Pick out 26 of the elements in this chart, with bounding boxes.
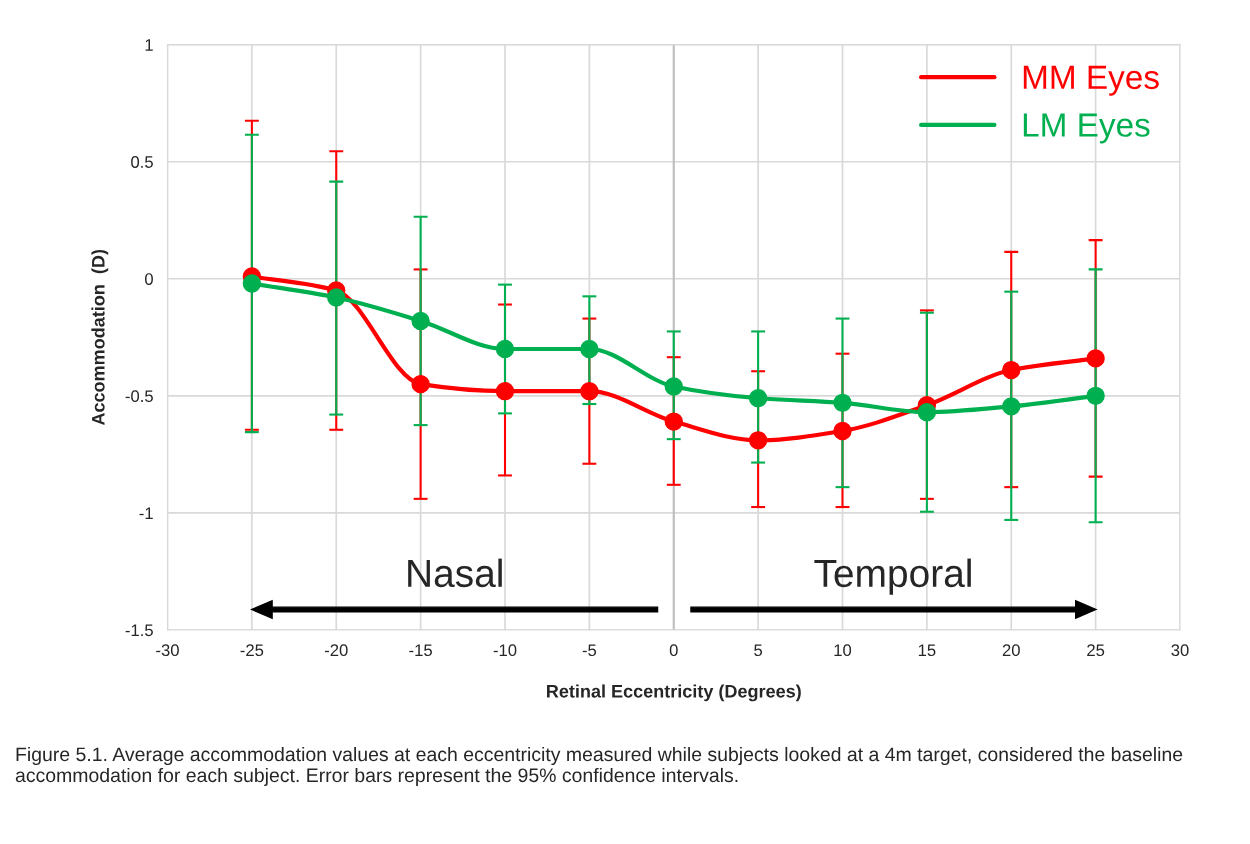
x-tick-label: 5 xyxy=(754,644,763,657)
annotation: Temporal xyxy=(814,558,971,595)
annotation: Nasal xyxy=(408,558,502,588)
x-tick-label: -15 xyxy=(409,644,432,657)
y-tick-label: -1 xyxy=(139,507,153,519)
y-tick-label: 1 xyxy=(145,39,153,51)
x-tick-label: 10 xyxy=(834,644,852,657)
y-tick-label: 0 xyxy=(144,273,153,285)
caption: Figure 5.1. Average accommodation values at each eccentricity measured while subjects looked at a 4m target, considered the baseline accommodation for each subject. Error bars represent the 95% confidence intervals. xyxy=(15,746,1183,787)
x-tick-label: -25 xyxy=(240,644,264,657)
x-tick-label: 0 xyxy=(669,644,678,657)
x-tick-label: -5 xyxy=(582,644,597,657)
legend-label: MM Eyes xyxy=(1023,65,1159,96)
x-axis-title: Retinal Eccentricity (Degrees) xyxy=(547,684,801,702)
x-tick-label: 25 xyxy=(1087,644,1105,657)
legend-label: LM Eyes xyxy=(1023,113,1150,144)
x-tick-label: -30 xyxy=(156,644,179,657)
y-tick-label: 0.5 xyxy=(131,156,153,168)
y-axis-title: Accommodation (D) xyxy=(91,249,109,426)
x-tick-label: 30 xyxy=(1171,644,1189,657)
y-tick-label: -0.5 xyxy=(125,390,153,403)
x-tick-label: 20 xyxy=(1002,644,1020,657)
y-tick-label: -1.5 xyxy=(125,624,153,637)
x-tick-label: 15 xyxy=(918,644,936,657)
x-tick-label: -20 xyxy=(324,644,348,657)
x-tick-label: -10 xyxy=(493,644,517,657)
